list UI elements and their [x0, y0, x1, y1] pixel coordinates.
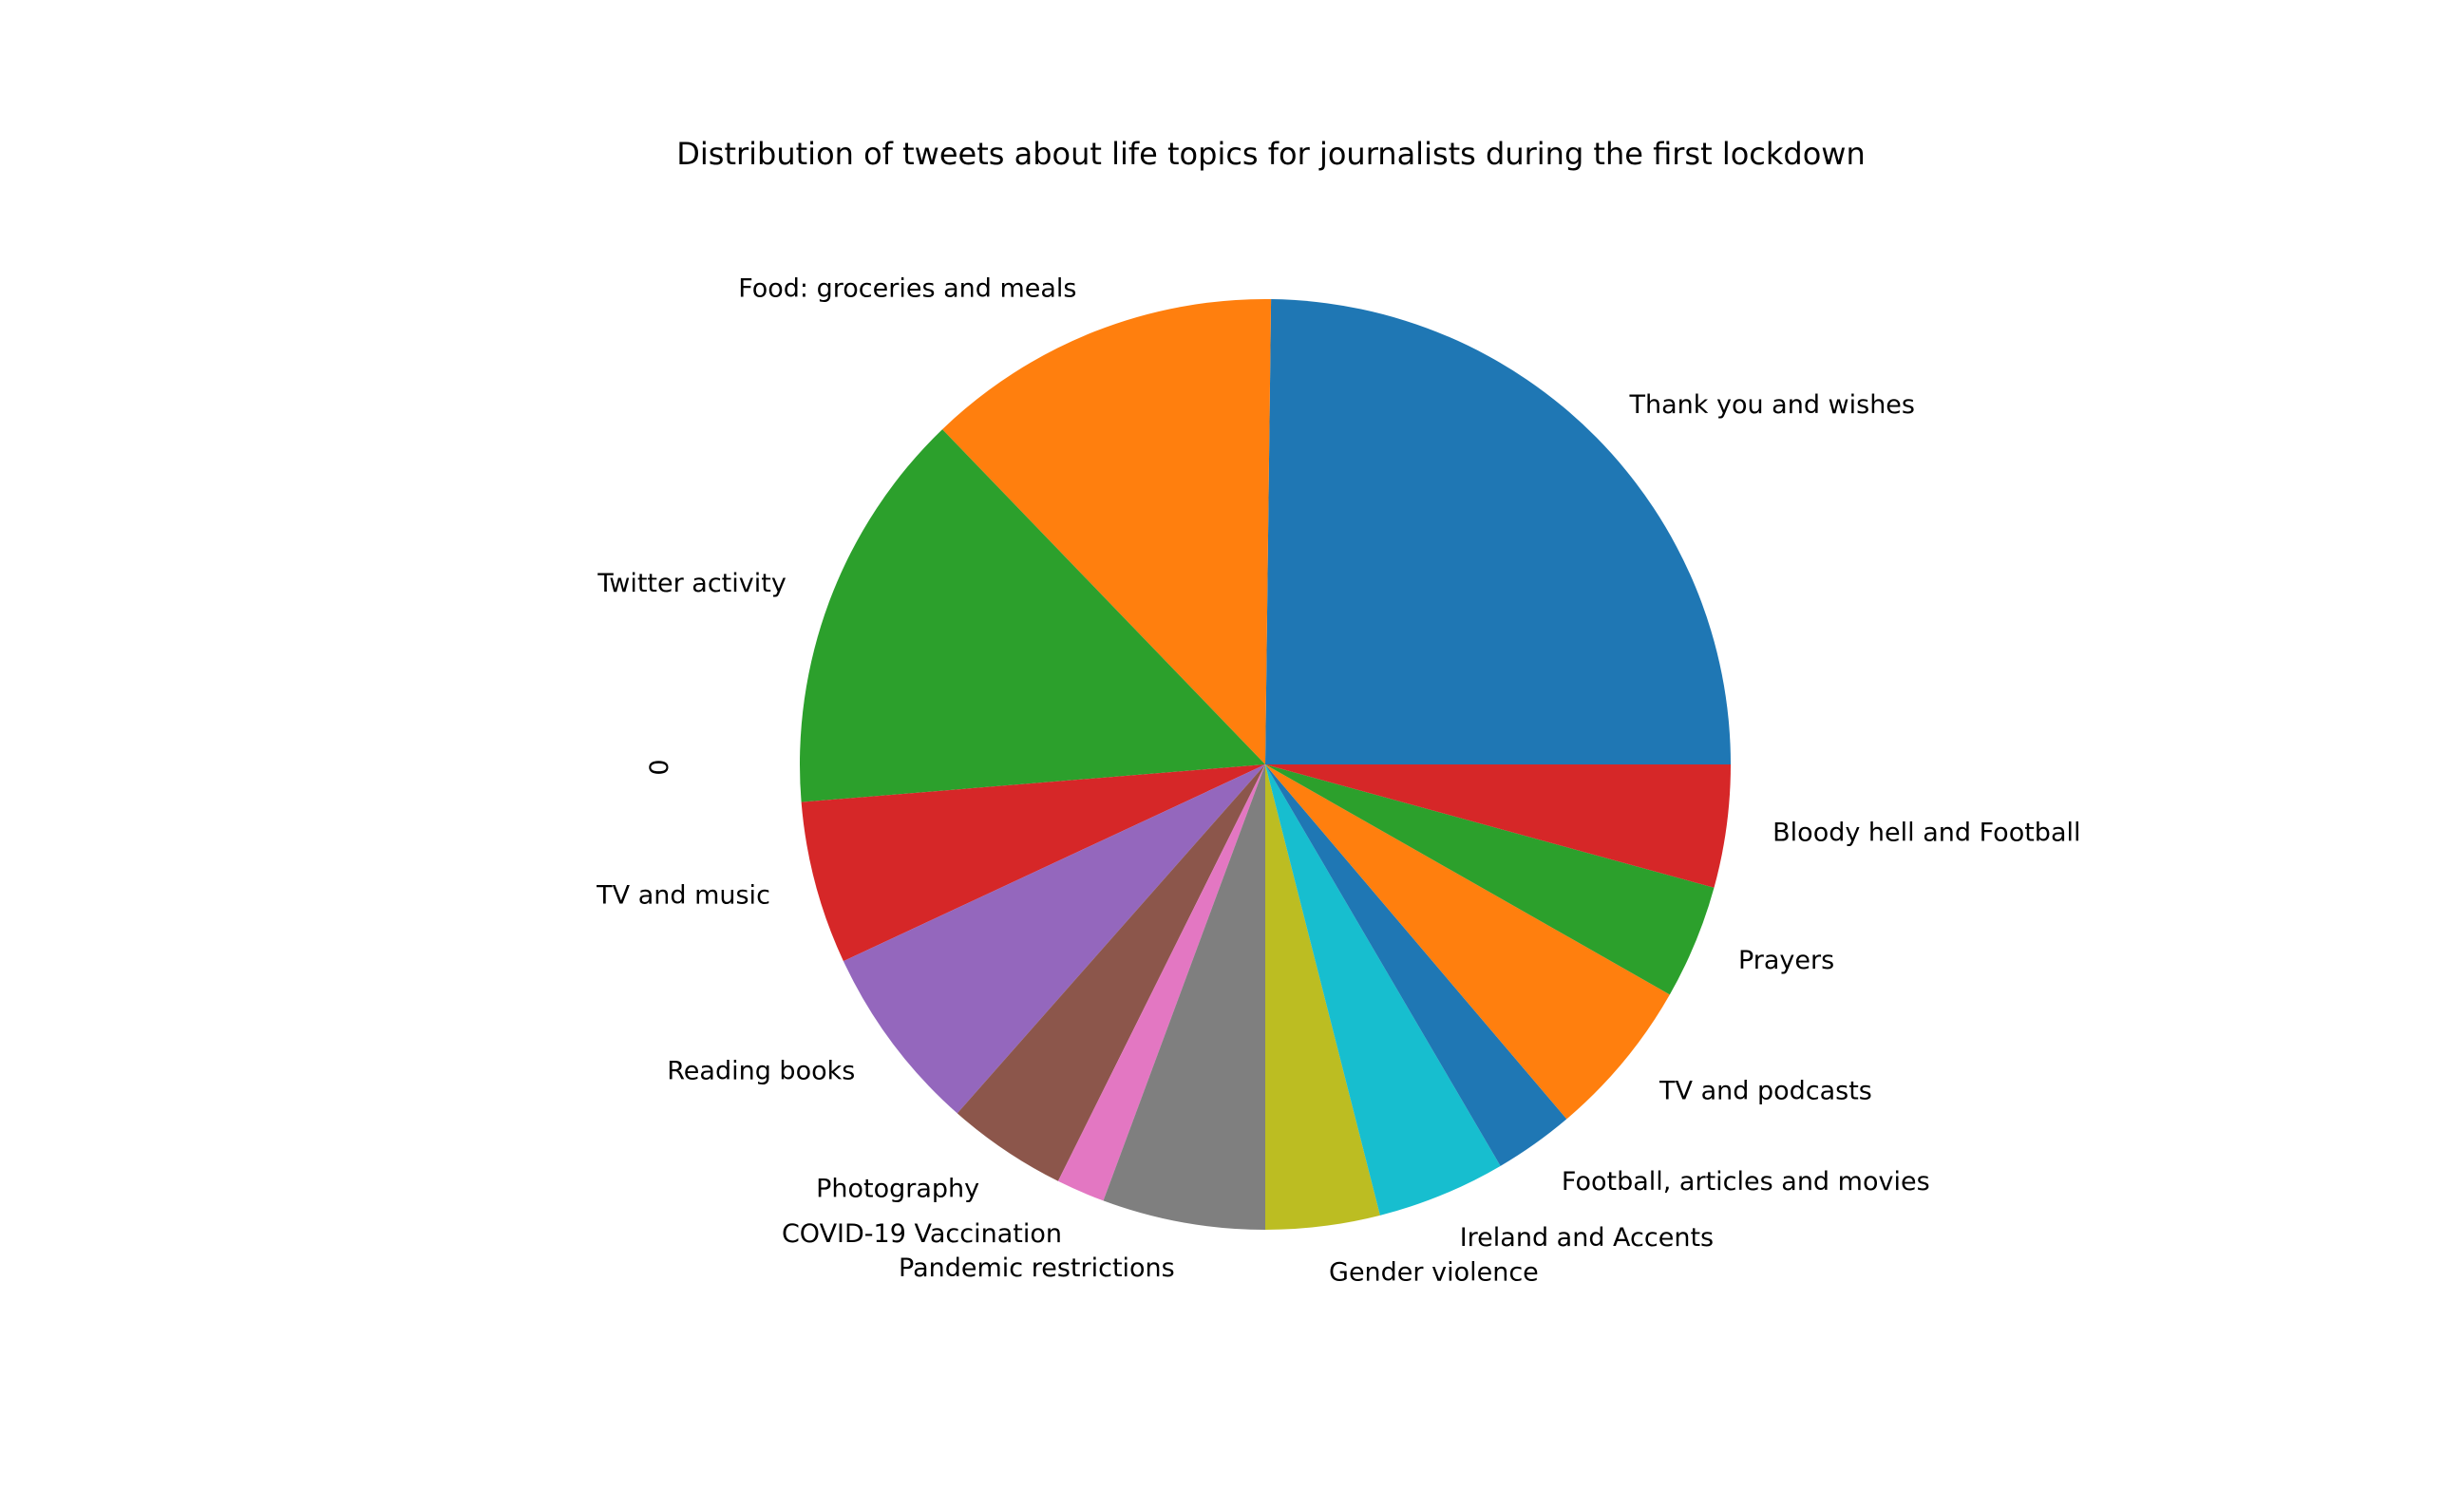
- pie-slice-tv-and-music: [801, 764, 1265, 962]
- pie-slice-reading-books: [843, 764, 1265, 1114]
- slice-label-tv-and-music: TV and music: [596, 880, 770, 910]
- pie-slice-prayers: [1265, 764, 1715, 995]
- slice-label-bloody-hell-and-football: Bloody hell and Football: [1772, 819, 2080, 848]
- slice-label-covid-19-vaccination: COVID-19 Vaccination: [782, 1219, 1062, 1249]
- slice-label-tv-and-podcasts: TV and podcasts: [1658, 1076, 1872, 1105]
- pie-slice-ireland-and-accents: [1265, 764, 1501, 1216]
- slice-label-gender-violence: Gender violence: [1329, 1257, 1539, 1287]
- pie-slice-tv-and-podcasts: [1265, 764, 1670, 1120]
- slice-label-ireland-and-accents: Ireland and Accents: [1460, 1223, 1714, 1253]
- pie-slice-pandemic-restrictions: [1103, 764, 1265, 1230]
- slice-label-food-groceries-and-meals: Food: groceries and meals: [738, 273, 1076, 303]
- slice-label-thank-you-and-wishes: Thank you and wishes: [1628, 390, 1915, 420]
- slice-label-twitter-activity: Twitter activity: [597, 569, 787, 598]
- pie-slice-photography: [957, 764, 1265, 1181]
- slice-label-reading-books: Reading books: [667, 1056, 855, 1085]
- y-axis-label: 0: [645, 759, 674, 775]
- slice-label-pandemic-restrictions: Pandemic restrictions: [899, 1254, 1175, 1283]
- slice-label-prayers: Prayers: [1738, 946, 1834, 975]
- slice-label-football-articles-and-movies: Football, articles and movies: [1562, 1167, 1930, 1197]
- slice-label-photography: Photography: [816, 1175, 979, 1204]
- pie-slice-thank-you-and-wishes: [1265, 299, 1731, 764]
- pie-slice-bloody-hell-and-football: [1265, 764, 1731, 888]
- pie-slice-covid-19-vaccination: [1057, 764, 1265, 1201]
- pie-slices: [800, 299, 1731, 1230]
- pie-slice-labels: Thank you and wishes Food: groceries and …: [596, 273, 2080, 1287]
- pie-slice-food-groceries-and-meals: [942, 299, 1272, 764]
- chart-title: Distribution of tweets about life topics…: [676, 136, 1866, 172]
- pie-slice-gender-violence: [1265, 764, 1380, 1230]
- pie-slice-football-articles-and-movies: [1265, 764, 1567, 1166]
- pie-slice-twitter-activity: [800, 429, 1265, 802]
